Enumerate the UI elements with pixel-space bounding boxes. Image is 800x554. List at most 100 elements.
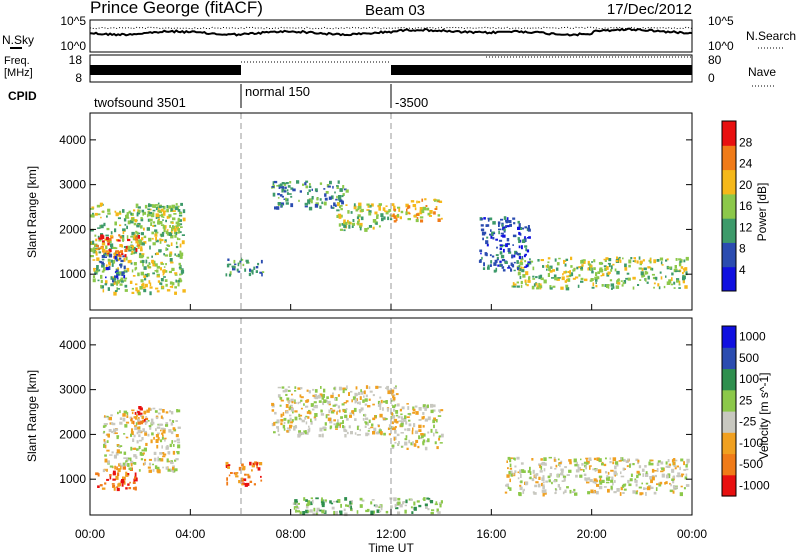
power-echo-cell bbox=[148, 211, 152, 215]
velocity-echo-cell bbox=[342, 409, 345, 413]
velocity-echo-cell bbox=[134, 472, 137, 477]
power-echo-cell bbox=[139, 260, 143, 264]
velocity-echo-cell bbox=[349, 501, 352, 505]
velocity-echo-cell bbox=[651, 475, 655, 477]
power-echo-cell bbox=[543, 279, 547, 284]
velocity-echo-cell bbox=[371, 423, 374, 427]
velocity-echo-cell bbox=[385, 400, 388, 404]
power-echo-cell bbox=[100, 246, 103, 249]
power-echo-cell bbox=[339, 228, 343, 231]
velocity-echo-cell bbox=[125, 471, 128, 476]
velocity-echo-cell bbox=[555, 464, 558, 468]
velocity-echo-cell bbox=[672, 479, 675, 484]
power-echo-cell bbox=[168, 214, 172, 218]
power-colorbar-swatch bbox=[722, 218, 736, 243]
power-echo-cell bbox=[580, 260, 583, 264]
power-echo-cell bbox=[572, 269, 575, 272]
velocity-echo-cell bbox=[407, 429, 410, 431]
velocity-echo-cell bbox=[318, 400, 322, 403]
cpid-segment-2: normal 150 bbox=[245, 84, 310, 99]
velocity-echo-cell bbox=[312, 512, 316, 515]
velocity-echo-cell bbox=[379, 396, 382, 399]
power-echo-cell bbox=[554, 258, 557, 262]
power-echo-cell bbox=[334, 191, 336, 194]
power-echo-cell bbox=[519, 268, 522, 272]
velocity-echo-cell bbox=[372, 394, 375, 397]
power-echo-cell bbox=[100, 279, 103, 284]
velocity-echo-cell bbox=[169, 461, 172, 463]
power-echo-cell bbox=[128, 259, 132, 263]
velocity-echo-cell bbox=[339, 511, 343, 515]
power-echo-cell bbox=[95, 238, 98, 242]
velocity-echo-cell bbox=[684, 476, 688, 480]
power-echo-cell bbox=[319, 205, 322, 209]
noise-panel-frame bbox=[89, 19, 693, 53]
velocity-echo-cell bbox=[340, 503, 342, 508]
velocity-echo-cell bbox=[620, 471, 622, 475]
velocity-echo-cell bbox=[112, 422, 116, 426]
power-echo-cell bbox=[288, 193, 292, 195]
velocity-echo-cell bbox=[418, 504, 422, 508]
velocity-echo-cell bbox=[125, 457, 129, 462]
power-echo-cell bbox=[355, 209, 359, 212]
velocity-echo-cell bbox=[324, 499, 327, 502]
power-echo-cell bbox=[645, 271, 649, 275]
velocity-echo-cell bbox=[671, 478, 674, 481]
power-echo-cell bbox=[116, 279, 121, 284]
velocity-echo-cell bbox=[424, 408, 427, 411]
power-echo-cell bbox=[501, 259, 506, 262]
velocity-echo-cell bbox=[406, 416, 410, 418]
power-echo-cell bbox=[511, 264, 515, 268]
velocity-echo-cell bbox=[354, 418, 357, 421]
velocity-echo-cell bbox=[588, 457, 592, 461]
velocity-echo-cell bbox=[282, 390, 286, 393]
power-echo-cell bbox=[391, 203, 395, 207]
power-echo-cell bbox=[527, 227, 530, 230]
velocity-echo-cell bbox=[238, 466, 242, 471]
velocity-echo-cell bbox=[128, 457, 132, 460]
power-colorbar-tick: 28 bbox=[739, 135, 753, 149]
velocity-echo-cell bbox=[557, 473, 559, 478]
velocity-echo-cell bbox=[516, 456, 520, 460]
power-echo-cell bbox=[165, 219, 167, 223]
velocity-echo-cell bbox=[406, 403, 409, 405]
power-echo-cell bbox=[558, 257, 561, 260]
velocity-echo-cell bbox=[162, 453, 167, 456]
velocity-echo-cell bbox=[598, 475, 603, 478]
velocity-echo-cell bbox=[430, 428, 433, 433]
velocity-echo-cell bbox=[392, 394, 396, 396]
power-echo-cell bbox=[539, 285, 542, 288]
velocity-echo-cell bbox=[273, 431, 276, 434]
velocity-echo-cell bbox=[341, 403, 345, 406]
power-echo-cell bbox=[627, 277, 631, 281]
velocity-echo-cell bbox=[119, 410, 121, 414]
velocity-echo-cell bbox=[294, 399, 296, 403]
power-echo-cell bbox=[290, 195, 293, 198]
velocity-echo-cell bbox=[116, 444, 120, 446]
velocity-echo-cell bbox=[328, 403, 331, 406]
power-echo-cell bbox=[378, 203, 382, 206]
velocity-echo-cell bbox=[368, 398, 371, 401]
power-echo-cell bbox=[170, 230, 173, 234]
power-echo-cell bbox=[606, 266, 609, 270]
power-echo-cell bbox=[100, 274, 103, 279]
velocity-echo-cell bbox=[614, 465, 617, 470]
power-echo-cell bbox=[341, 195, 344, 198]
velocity-echo-cell bbox=[343, 402, 347, 404]
power-echo-cell bbox=[397, 206, 401, 209]
power-echo-cell bbox=[671, 272, 674, 276]
power-echo-cell bbox=[648, 259, 651, 262]
power-echo-cell bbox=[122, 255, 125, 258]
power-echo-cell bbox=[146, 256, 150, 259]
velocity-echo-cell bbox=[407, 413, 411, 415]
power-echo-cell bbox=[537, 259, 540, 262]
power-echo-cell bbox=[492, 236, 495, 240]
power-echo-cell bbox=[483, 262, 485, 267]
velocity-echo-cell bbox=[432, 409, 436, 412]
power-echo-cell bbox=[286, 189, 289, 192]
velocity-echo-cell bbox=[415, 411, 419, 415]
power-echo-cell bbox=[228, 273, 232, 277]
power-echo-cell bbox=[117, 252, 120, 256]
power-echo-cell bbox=[147, 273, 150, 277]
power-echo-cell bbox=[601, 284, 604, 287]
